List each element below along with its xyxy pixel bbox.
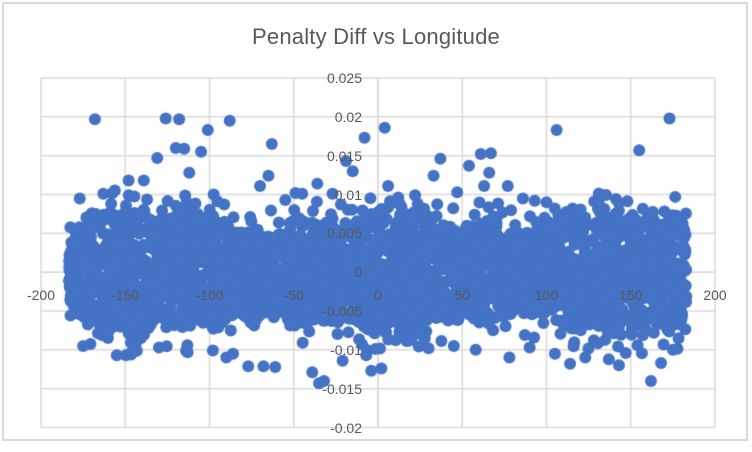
- x-axis-tick-label: 50: [454, 287, 471, 303]
- y-axis-tick-label: 0.015: [326, 147, 362, 164]
- x-axis-tick-label: 0: [374, 287, 382, 303]
- x-axis-tick-label: -100: [195, 287, 224, 303]
- chart-title: Penalty Diff vs Longitude: [252, 24, 500, 49]
- x-axis-tick-label: 100: [534, 287, 559, 303]
- x-axis-tick-label: -50: [283, 287, 304, 303]
- y-axis-tick-label: -0.015: [322, 380, 362, 397]
- y-axis-tick-label: -0.01: [330, 341, 362, 358]
- y-axis-tick-label: 0.025: [326, 70, 362, 86]
- y-axis-tick-label: -0.02: [330, 419, 362, 436]
- x-axis-tick-label: -200: [26, 287, 56, 303]
- y-axis-tick-label: 0.02: [334, 108, 362, 125]
- y-axis-tick-label: 0: [354, 264, 362, 281]
- x-axis-tick-label: 150: [619, 287, 643, 303]
- y-axis-tick-label: 0.01: [334, 186, 362, 203]
- y-axis-tick-label: -0.005: [322, 303, 362, 319]
- y-axis-tick-label: 0.005: [326, 225, 362, 242]
- x-axis-tick-label: 200: [703, 287, 727, 303]
- x-axis-tick-label: -150: [111, 287, 140, 303]
